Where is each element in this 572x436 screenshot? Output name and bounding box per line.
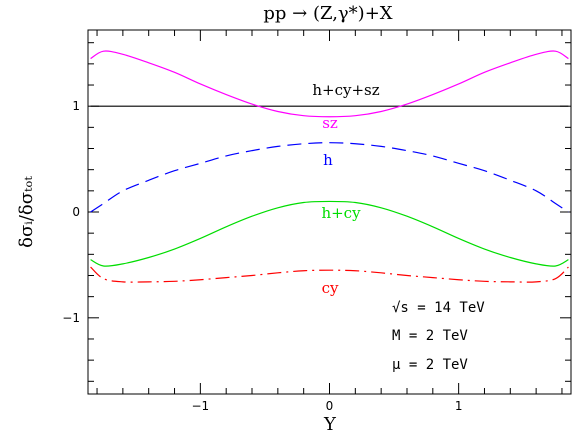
series-lines (90, 50, 569, 283)
annotation-sqrt-s: √s = 14 TeV (392, 300, 485, 316)
axis-ticks (88, 30, 571, 394)
series-label-h: h (323, 151, 333, 169)
series-label-h-cy-sz: h+cy+sz (312, 81, 379, 99)
annotation-mu: μ = 2 TeV (392, 357, 468, 373)
series-label-h-cy: h+cy (321, 204, 361, 222)
series-label-cy: cy (322, 279, 339, 297)
x-tick-label: 0 (326, 399, 334, 413)
x-axis-label: Y (323, 414, 337, 435)
y-tick-label: 0 (72, 205, 80, 219)
y-tick-label: −1 (62, 311, 80, 325)
series-line-3 (90, 200, 569, 267)
annotation-mass: M = 2 TeV (392, 328, 468, 344)
y-axis-label: δσᵢ/δσₜₒₜ (16, 176, 37, 248)
x-tick-label: 1 (455, 399, 463, 413)
series-label-sz: sz (322, 114, 338, 132)
x-tick-label: −1 (192, 399, 210, 413)
chart-title: pp → (Z,γ*)+X (263, 3, 392, 24)
series-line-4 (90, 266, 569, 283)
tick-labels: −1 0 1 −1 0 1 (62, 99, 462, 413)
y-tick-label: 1 (72, 99, 80, 113)
series-line-2 (90, 142, 569, 213)
series-line-1 (90, 50, 569, 118)
